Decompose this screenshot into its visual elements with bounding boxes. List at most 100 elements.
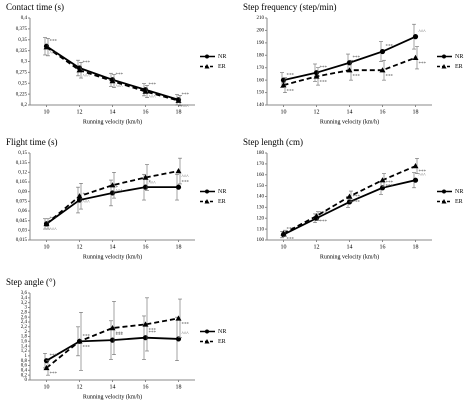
y-tick-label: 1,8 bbox=[21, 335, 28, 340]
point bbox=[379, 48, 386, 55]
annotation: *** bbox=[83, 61, 91, 66]
y-tick-label: 110 bbox=[257, 227, 265, 232]
annotation: *** bbox=[182, 180, 190, 185]
point bbox=[109, 337, 116, 343]
x-tick-label: 12 bbox=[77, 109, 83, 115]
x-tick-label: 18 bbox=[176, 109, 182, 115]
point bbox=[412, 34, 419, 40]
y-tick-label: 0,135 bbox=[16, 161, 28, 166]
point bbox=[142, 321, 149, 327]
legend-label: ER bbox=[218, 64, 226, 70]
point bbox=[43, 364, 50, 371]
annotation: ^^^ bbox=[83, 74, 91, 79]
point bbox=[379, 185, 386, 191]
point bbox=[109, 182, 116, 188]
point bbox=[346, 67, 353, 73]
y-tick-label: 2,2 bbox=[21, 325, 28, 330]
point bbox=[76, 193, 83, 199]
y-tick-label: 0 bbox=[25, 378, 28, 383]
y-tick-label: 180 bbox=[257, 151, 265, 156]
annotation: *** bbox=[320, 66, 328, 71]
legend-label: NR bbox=[455, 54, 463, 60]
annotation: *** bbox=[320, 81, 328, 86]
x-tick-label: 16 bbox=[380, 244, 386, 250]
point bbox=[379, 67, 386, 73]
point bbox=[109, 190, 116, 196]
y-tick-label: 180 bbox=[257, 53, 265, 58]
y-tick-label: 2,6 bbox=[21, 315, 28, 320]
annotation: *** bbox=[353, 74, 361, 79]
y-tick-label: 160 bbox=[257, 78, 265, 83]
y-tick-label: 130 bbox=[257, 206, 265, 211]
point bbox=[313, 213, 320, 219]
legend-label: ER bbox=[218, 199, 226, 205]
annotation: ^^^ bbox=[116, 189, 124, 194]
annotation: *** bbox=[182, 323, 190, 328]
series-line bbox=[45, 46, 179, 102]
legend-marker bbox=[205, 189, 209, 194]
x-tick-label: 18 bbox=[413, 244, 419, 250]
x-axis-label: Running velocity (km/h) bbox=[320, 118, 379, 125]
point bbox=[142, 335, 149, 341]
x-tick-label: 10 bbox=[281, 109, 287, 115]
annotation: *** bbox=[386, 184, 394, 189]
annotation: *** bbox=[116, 332, 124, 337]
y-tick-label: 0,225 bbox=[16, 92, 28, 97]
point bbox=[346, 193, 353, 199]
legend-marker bbox=[442, 189, 446, 194]
y-tick-label: 1,6 bbox=[21, 339, 28, 344]
x-tick-label: 12 bbox=[77, 244, 83, 250]
point bbox=[76, 338, 83, 344]
y-tick-label: 2,4 bbox=[21, 320, 28, 325]
legend-marker bbox=[441, 199, 447, 204]
x-tick-label: 12 bbox=[77, 384, 83, 390]
x-tick-label: 18 bbox=[413, 109, 419, 115]
chart-title: Contact time (s) bbox=[6, 2, 64, 12]
annotation: ^^^ bbox=[50, 228, 58, 233]
annotation: *** bbox=[149, 329, 157, 334]
annotation: *** bbox=[353, 195, 361, 200]
legend-marker bbox=[204, 199, 210, 204]
y-tick-label: 140 bbox=[257, 103, 265, 108]
annotation: ^^^ bbox=[149, 182, 157, 187]
x-tick-label: 16 bbox=[143, 244, 149, 250]
y-tick-label: 0,375 bbox=[16, 27, 28, 32]
y-tick-label: 0,015 bbox=[16, 238, 28, 243]
point bbox=[412, 177, 419, 183]
point bbox=[175, 184, 182, 190]
y-tick-label: 1,2 bbox=[21, 349, 28, 354]
chart-title: Step angle (°) bbox=[6, 277, 56, 287]
y-tick-label: 170 bbox=[257, 162, 265, 167]
chart-title: Flight time (s) bbox=[6, 137, 58, 147]
y-tick-label: 120 bbox=[257, 216, 265, 221]
x-axis-label: Running velocity (km/h) bbox=[320, 253, 379, 260]
annotation: *** bbox=[320, 211, 328, 216]
y-tick-label: 0,35 bbox=[18, 38, 27, 43]
point bbox=[379, 177, 386, 183]
annotation: *** bbox=[50, 39, 58, 44]
annotation: ^^^ bbox=[182, 332, 190, 337]
legend-label: ER bbox=[455, 199, 463, 205]
x-tick-label: 14 bbox=[347, 244, 353, 250]
x-tick-label: 18 bbox=[176, 244, 182, 250]
y-tick-label: 0,4 bbox=[21, 368, 28, 373]
y-tick-label: 210 bbox=[257, 16, 265, 21]
annotation: ^^^ bbox=[149, 96, 157, 101]
y-tick-label: 3,2 bbox=[21, 301, 28, 306]
point bbox=[313, 73, 320, 79]
y-tick-label: 3 bbox=[25, 306, 28, 311]
y-tick-label: 150 bbox=[257, 184, 265, 189]
legend-label: NR bbox=[455, 189, 463, 195]
y-tick-label: 0,105 bbox=[16, 180, 28, 185]
y-tick-label: 150 bbox=[257, 91, 265, 96]
y-tick-label: 0,09 bbox=[18, 190, 27, 195]
y-tick-label: 0,045 bbox=[16, 219, 28, 224]
annotation: *** bbox=[287, 73, 295, 78]
annotation: *** bbox=[353, 56, 361, 61]
annotation: * bbox=[83, 193, 86, 198]
point bbox=[175, 97, 182, 103]
y-tick-label: 0,075 bbox=[16, 199, 28, 204]
annotation: *** bbox=[419, 62, 427, 67]
point bbox=[76, 67, 83, 73]
